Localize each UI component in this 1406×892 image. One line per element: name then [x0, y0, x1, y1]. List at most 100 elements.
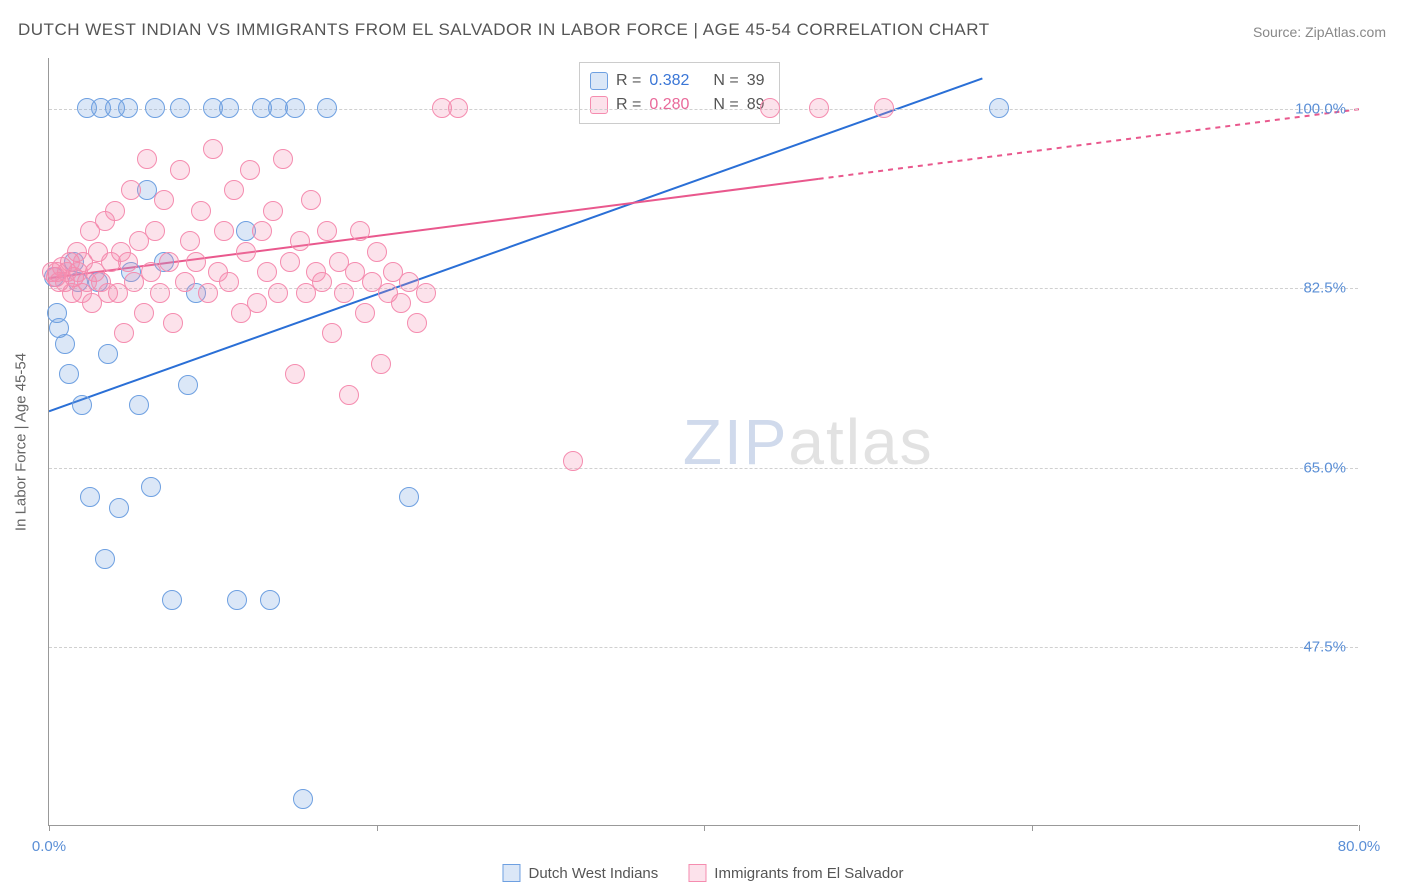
scatter-point	[317, 98, 337, 118]
scatter-point	[98, 344, 118, 364]
x-tick	[1359, 825, 1360, 831]
legend-swatch	[590, 96, 608, 114]
scatter-point	[224, 180, 244, 200]
scatter-point	[134, 303, 154, 323]
y-tick-label: 65.0%	[1303, 459, 1346, 476]
scatter-point	[141, 477, 161, 497]
series-swatch	[688, 864, 706, 882]
legend-swatch	[590, 72, 608, 90]
scatter-point	[170, 98, 190, 118]
plot-area: In Labor Force | Age 45-54 R = 0.382N = …	[48, 58, 1358, 826]
scatter-point	[154, 190, 174, 210]
scatter-point	[334, 283, 354, 303]
scatter-point	[263, 201, 283, 221]
series-swatch	[502, 864, 520, 882]
scatter-point	[145, 221, 165, 241]
series-label: Dutch West Indians	[528, 865, 658, 882]
scatter-point	[114, 323, 134, 343]
scatter-point	[141, 262, 161, 282]
scatter-point	[355, 303, 375, 323]
scatter-point	[219, 98, 239, 118]
scatter-point	[339, 385, 359, 405]
series-legend-item: Dutch West Indians	[502, 864, 658, 882]
scatter-point	[240, 160, 260, 180]
scatter-point	[760, 98, 780, 118]
y-axis-label: In Labor Force | Age 45-54	[13, 352, 30, 530]
scatter-point	[350, 221, 370, 241]
scatter-point	[191, 201, 211, 221]
series-label: Immigrants from El Salvador	[714, 865, 903, 882]
scatter-point	[129, 395, 149, 415]
scatter-point	[178, 375, 198, 395]
scatter-point	[170, 160, 190, 180]
scatter-point	[268, 283, 288, 303]
scatter-point	[448, 98, 468, 118]
gridline	[49, 647, 1358, 648]
series-legend-item: Immigrants from El Salvador	[688, 864, 903, 882]
y-tick-label: 100.0%	[1295, 101, 1346, 118]
chart-title: DUTCH WEST INDIAN VS IMMIGRANTS FROM EL …	[18, 20, 990, 40]
correlation-legend: R = 0.382 N = 39R = 0.280N = 89	[579, 62, 780, 124]
gridline	[49, 288, 1358, 289]
legend-row: R = 0.280N = 89	[590, 93, 765, 117]
legend-n-label: N =	[713, 69, 738, 93]
x-tick	[49, 825, 50, 831]
scatter-point	[273, 149, 293, 169]
scatter-point	[301, 190, 321, 210]
scatter-point	[367, 242, 387, 262]
scatter-point	[989, 98, 1009, 118]
source-attribution: Source: ZipAtlas.com	[1253, 24, 1386, 40]
legend-r-label: R =	[616, 69, 641, 93]
scatter-point	[80, 487, 100, 507]
scatter-point	[416, 283, 436, 303]
scatter-point	[95, 549, 115, 569]
x-tick-label: 80.0%	[1338, 838, 1381, 855]
scatter-point	[247, 293, 267, 313]
scatter-point	[257, 262, 277, 282]
scatter-point	[290, 231, 310, 251]
scatter-point	[322, 323, 342, 343]
scatter-point	[118, 252, 138, 272]
scatter-point	[252, 221, 272, 241]
scatter-point	[563, 451, 583, 471]
scatter-point	[312, 272, 332, 292]
legend-n-value: 39	[747, 69, 765, 93]
x-tick-label: 0.0%	[32, 838, 66, 855]
x-tick	[1032, 825, 1033, 831]
scatter-point	[214, 221, 234, 241]
scatter-point	[109, 498, 129, 518]
legend-row: R = 0.382 N = 39	[590, 69, 765, 93]
scatter-point	[137, 149, 157, 169]
y-tick-label: 47.5%	[1303, 638, 1346, 655]
scatter-point	[260, 590, 280, 610]
scatter-point	[150, 283, 170, 303]
scatter-point	[72, 395, 92, 415]
x-tick	[704, 825, 705, 831]
scatter-point	[407, 313, 427, 333]
scatter-point	[236, 242, 256, 262]
scatter-point	[55, 334, 75, 354]
scatter-point	[118, 98, 138, 118]
scatter-point	[809, 98, 829, 118]
scatter-point	[391, 293, 411, 313]
scatter-point	[186, 252, 206, 272]
legend-r-value: 0.382	[649, 69, 689, 93]
legend-r-label: R =	[616, 93, 641, 117]
scatter-point	[293, 789, 313, 809]
scatter-point	[159, 252, 179, 272]
scatter-point	[180, 231, 200, 251]
scatter-point	[198, 283, 218, 303]
series-legend: Dutch West Indians Immigrants from El Sal…	[502, 864, 903, 882]
scatter-point	[163, 313, 183, 333]
scatter-point	[121, 180, 141, 200]
scatter-point	[285, 98, 305, 118]
legend-n-label: N =	[713, 93, 738, 117]
scatter-point	[285, 364, 305, 384]
scatter-point	[227, 590, 247, 610]
gridline	[49, 109, 1358, 110]
scatter-point	[59, 364, 79, 384]
scatter-point	[105, 201, 125, 221]
scatter-point	[399, 487, 419, 507]
scatter-point	[371, 354, 391, 374]
x-tick	[377, 825, 378, 831]
